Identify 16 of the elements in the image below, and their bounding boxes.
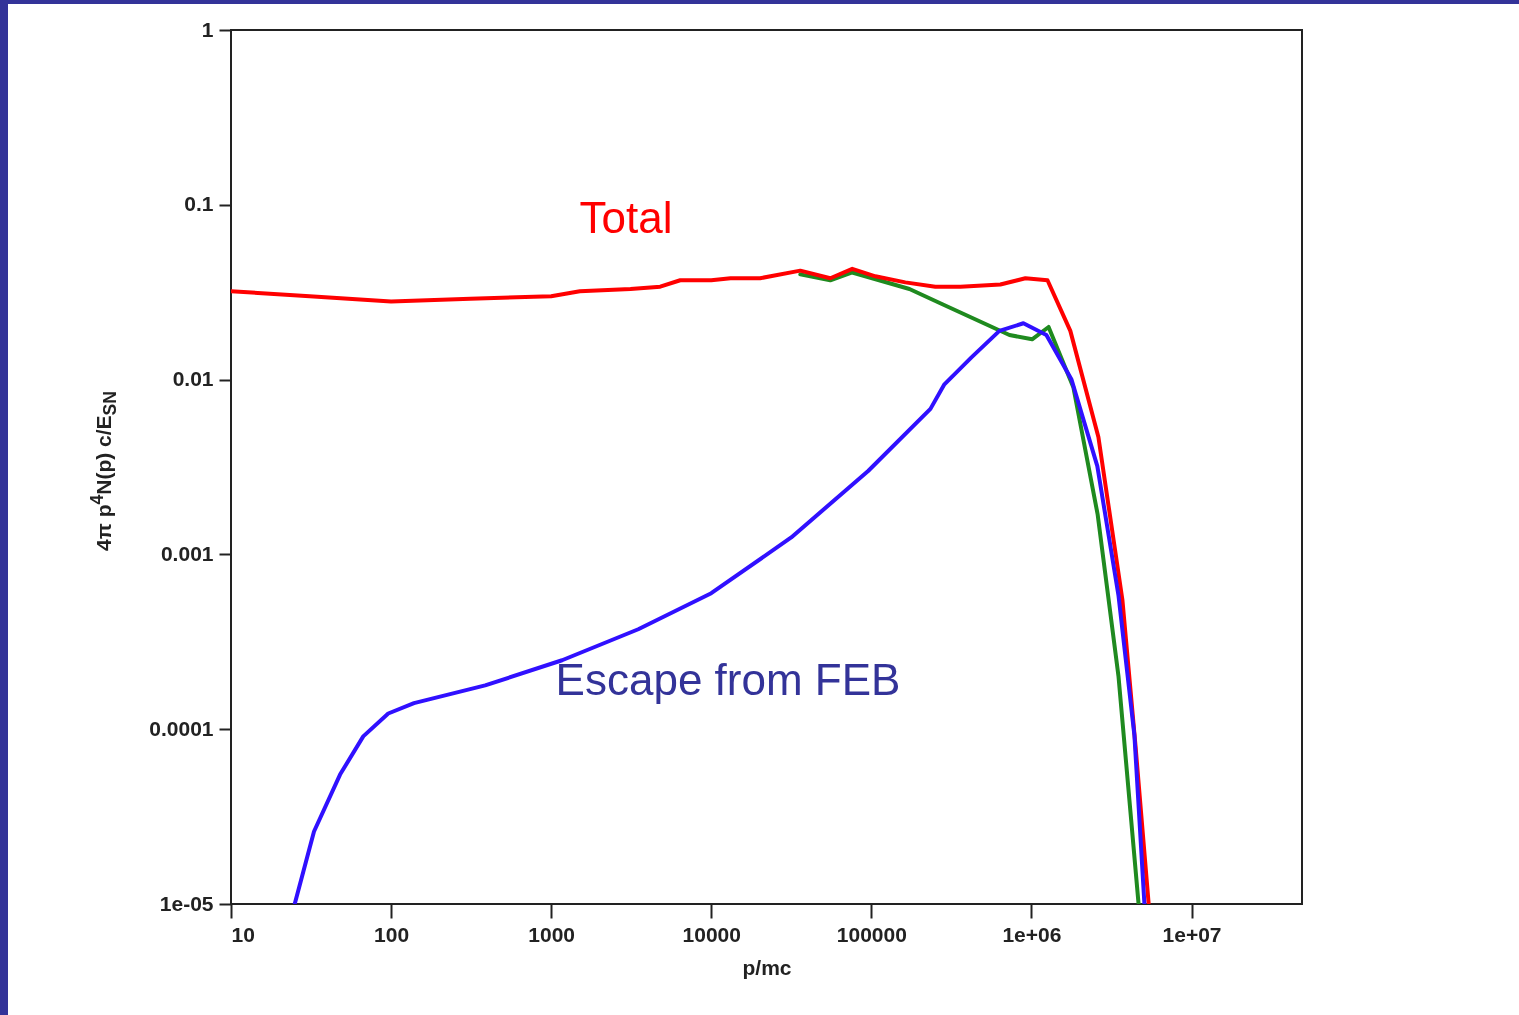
x-tick-label: 100000 xyxy=(836,922,907,946)
x-tick-label: 1e+07 xyxy=(1162,922,1222,946)
x-tick-label: 1000 xyxy=(528,922,576,946)
annotation: Escape from FEB xyxy=(555,655,901,704)
y-tick-label: 0.1 xyxy=(184,192,214,216)
y-tick-label: 0.001 xyxy=(160,541,214,565)
y-tick-label: 0.0001 xyxy=(149,716,214,740)
y-tick-label: 1 xyxy=(201,17,214,41)
x-tick-label: 10 xyxy=(231,922,255,946)
annotation: Total xyxy=(579,193,673,242)
x-axis-title: p/mc xyxy=(742,955,792,979)
y-tick-label: 0.01 xyxy=(172,367,214,391)
y-tick-label: 1e-05 xyxy=(159,891,214,915)
x-tick-label: 10000 xyxy=(682,922,741,946)
x-tick-label: 1e+06 xyxy=(1002,922,1062,946)
x-tick-label: 100 xyxy=(374,922,410,946)
